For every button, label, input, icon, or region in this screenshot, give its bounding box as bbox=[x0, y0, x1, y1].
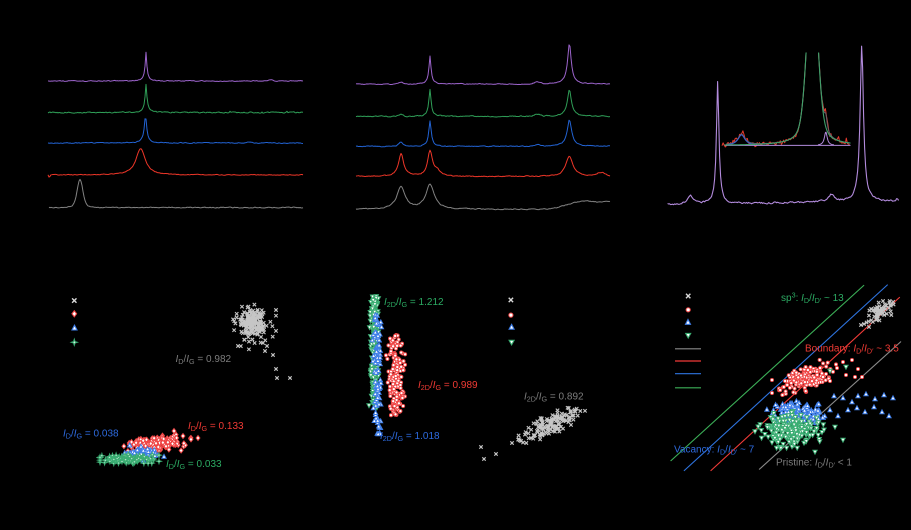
svg-text:ID/IG = 0.038: ID/IG = 0.038 bbox=[63, 429, 119, 441]
svg-text:Boundary: ID/ID′ ~ 3.5: Boundary: ID/ID′ ~ 3.5 bbox=[805, 344, 899, 356]
svg-text:I2D/IG = 0.989: I2D/IG = 0.989 bbox=[418, 380, 478, 392]
svg-text:I2D/IG = 0.892: I2D/IG = 0.892 bbox=[524, 392, 584, 404]
svg-text:ID/IG = 0.982: ID/IG = 0.982 bbox=[176, 354, 232, 366]
svg-text:ID/IG = 0.133: ID/IG = 0.133 bbox=[188, 421, 244, 433]
svg-text:Pristine: ID/ID′ < 1: Pristine: ID/ID′ < 1 bbox=[776, 458, 852, 470]
svg-text:I2D/IG = 1.212: I2D/IG = 1.212 bbox=[384, 297, 444, 309]
svg-text:Vacancy: ID/ID′ ~ 7: Vacancy: ID/ID′ ~ 7 bbox=[674, 445, 755, 457]
svg-text:I2D/IG = 1.018: I2D/IG = 1.018 bbox=[380, 431, 440, 443]
svg-text:ID/IG = 0.033: ID/IG = 0.033 bbox=[166, 459, 222, 471]
svg-text:sp3: ID/ID′ ~ 13: sp3: ID/ID′ ~ 13 bbox=[781, 291, 844, 306]
